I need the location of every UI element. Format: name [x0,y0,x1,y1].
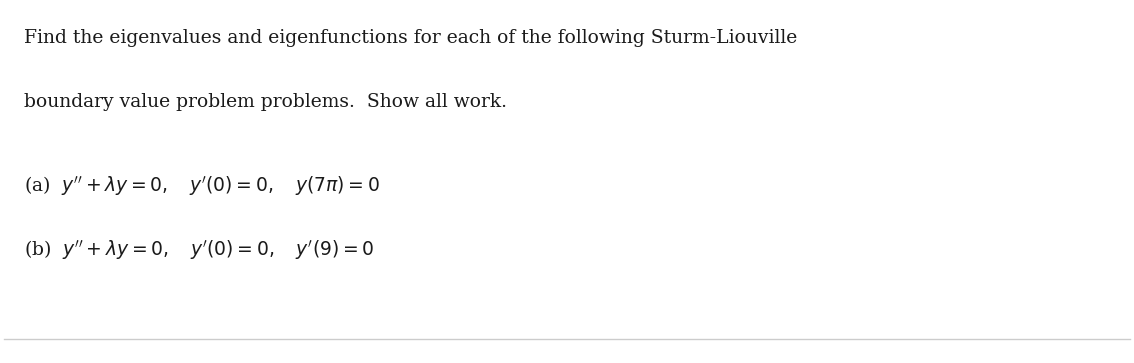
Text: (a)  $y'' + \lambda y = 0, \quad y'(0) = 0, \quad y(7\pi) = 0$: (a) $y'' + \lambda y = 0, \quad y'(0) = … [25,174,380,199]
Text: boundary value problem problems.  Show all work.: boundary value problem problems. Show al… [25,93,507,111]
Text: Find the eigenvalues and eigenfunctions for each of the following Sturm-Liouvill: Find the eigenvalues and eigenfunctions … [25,29,797,47]
Text: (b)  $y'' + \lambda y = 0, \quad y'(0) = 0, \quad y'(9) = 0$: (b) $y'' + \lambda y = 0, \quad y'(0) = … [25,238,374,262]
